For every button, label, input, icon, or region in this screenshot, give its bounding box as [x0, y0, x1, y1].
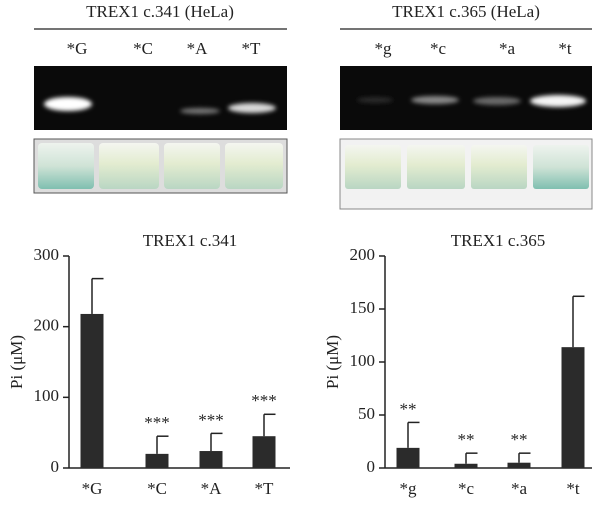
- x-tick-label: *T: [255, 479, 275, 498]
- lane-label: *G: [67, 39, 88, 58]
- bar: [252, 436, 276, 468]
- bar: [561, 347, 585, 468]
- x-tick-label: *C: [147, 479, 167, 498]
- cuvette-image: [33, 138, 288, 194]
- bar: [199, 451, 223, 468]
- x-tick-label: *A: [201, 479, 223, 498]
- x-tick-label: *g: [400, 479, 418, 498]
- gel-image: [34, 66, 287, 130]
- chart-title: TREX1 c.341: [143, 231, 237, 250]
- x-tick-label: *c: [458, 479, 475, 498]
- significance-label: **: [511, 430, 528, 449]
- y-tick-label: 200: [350, 245, 376, 264]
- bar: [396, 447, 420, 468]
- x-tick-label: *t: [566, 479, 580, 498]
- y-tick-label: 100: [34, 386, 60, 405]
- gel-title: TREX1 c.341 (HeLa): [86, 2, 234, 21]
- gel-image: [340, 66, 592, 130]
- x-tick-label: *a: [511, 479, 528, 498]
- lane-label: *C: [133, 39, 153, 58]
- y-tick-label: 300: [34, 245, 60, 264]
- y-tick-label: 50: [358, 404, 375, 423]
- significance-label: ***: [251, 391, 277, 410]
- lane-label: *g: [375, 39, 393, 58]
- y-tick-label: 200: [34, 316, 60, 335]
- significance-label: **: [458, 430, 475, 449]
- significance-label: ***: [144, 413, 170, 432]
- y-axis-label: Pi (μM): [323, 335, 342, 389]
- chart-title: TREX1 c.365: [451, 231, 545, 250]
- y-tick-label: 0: [367, 457, 376, 476]
- y-tick-label: 150: [350, 298, 376, 317]
- bar: [454, 463, 478, 468]
- cuvette-image: [339, 138, 593, 210]
- lane-label: *T: [242, 39, 262, 58]
- lane-label: *A: [187, 39, 209, 58]
- bar: [80, 313, 104, 468]
- bar: [507, 462, 531, 468]
- bar: [145, 453, 169, 468]
- lane-label: *t: [558, 39, 572, 58]
- y-tick-label: 0: [51, 457, 60, 476]
- significance-label: ***: [198, 410, 224, 429]
- gel-title: TREX1 c.365 (HeLa): [392, 2, 540, 21]
- lane-label: *c: [430, 39, 447, 58]
- x-tick-label: *G: [82, 479, 103, 498]
- y-tick-label: 100: [350, 351, 376, 370]
- y-axis-label: Pi (μM): [7, 335, 26, 389]
- lane-label: *a: [499, 39, 516, 58]
- significance-label: **: [400, 399, 417, 418]
